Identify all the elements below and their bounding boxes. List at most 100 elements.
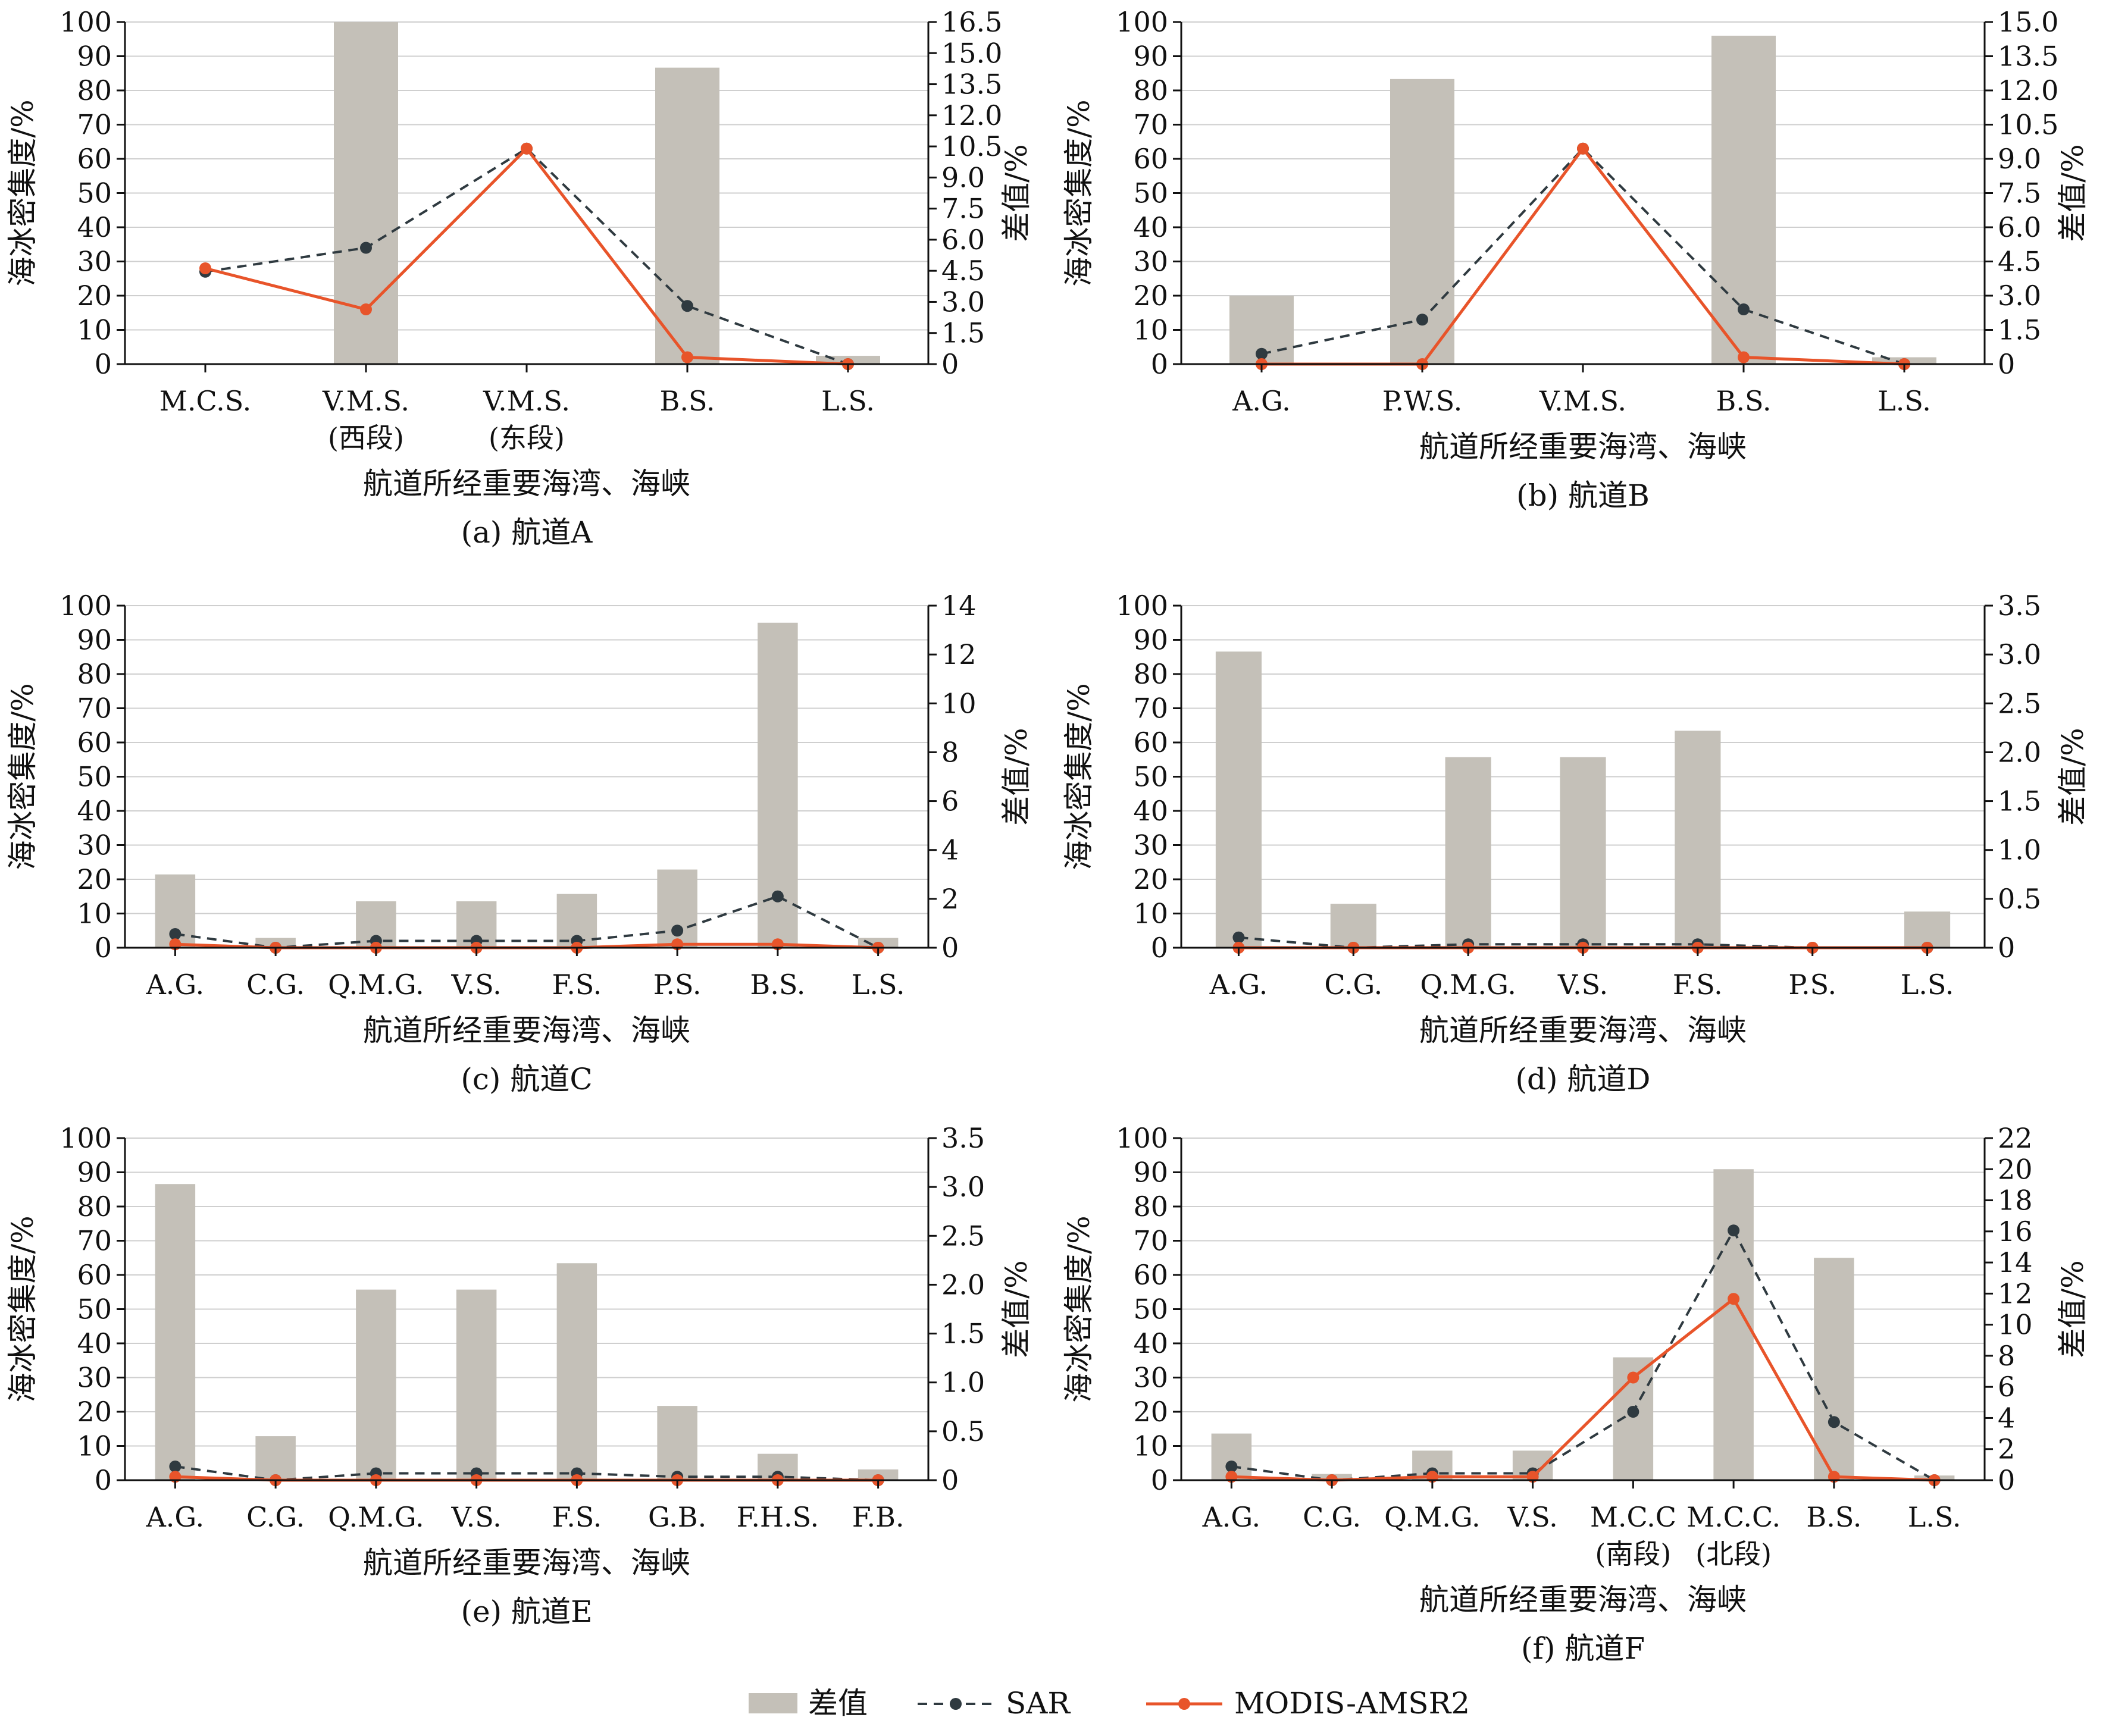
bar-diff-6: [657, 1406, 697, 1480]
y2-tick-label: 1.5: [1998, 314, 2041, 346]
y-axis-title: 海冰密集度/%: [1062, 1215, 1096, 1402]
y2-tick-label: 1.5: [1998, 785, 2041, 817]
panel-caption: (f) 航道F: [1521, 1631, 1645, 1666]
y-tick-label: 60: [77, 1259, 112, 1291]
y2-tick-label: 0: [941, 932, 959, 964]
x-tick-label: B.S.: [750, 969, 805, 1001]
y2-tick-label: 3.0: [941, 1171, 985, 1203]
y2-tick-label: 9.0: [1998, 143, 2041, 175]
y-tick-label: 10: [77, 314, 112, 346]
legend-label-sar: SAR: [1006, 1686, 1071, 1721]
series-line-sar: [1261, 146, 1905, 365]
x-tick-label: V.S.: [450, 1501, 501, 1533]
point-sar-2: [360, 242, 372, 254]
y-tick-label: 60: [1133, 143, 1168, 175]
point-sar-1: [1225, 1461, 1238, 1472]
y-tick-label: 0: [1151, 932, 1168, 964]
point-modis-4: [681, 351, 693, 364]
x-tick-label: B.S.: [1806, 1501, 1861, 1533]
y-tick-label: 50: [1133, 761, 1168, 793]
x-tick-label: M.C.S.: [159, 385, 251, 417]
y2-tick-label: 20: [1998, 1153, 2033, 1185]
y2-tick-label: 1.0: [1998, 834, 2041, 866]
y-tick-label: 10: [1133, 898, 1168, 930]
y-tick-label: 10: [1133, 1430, 1168, 1462]
x-tick-label: V.S.: [1557, 969, 1608, 1001]
y-tick-label: 100: [60, 6, 112, 38]
legend-marker-sar: [950, 1698, 962, 1710]
point-modis-5: [1627, 1371, 1639, 1384]
bar-diff-5: [556, 1263, 597, 1480]
x-tick-label: L.S.: [1908, 1501, 1961, 1533]
y2-tick-label: 14: [941, 590, 977, 622]
y-tick-label: 20: [77, 280, 112, 312]
y2-tick-label: 15.0: [941, 37, 1002, 69]
y2-tick-label: 10.5: [1998, 109, 2058, 141]
x-tick-label: F.H.S.: [737, 1501, 819, 1533]
y2-axis-title: 差值/%: [999, 144, 1034, 242]
y2-tick-label: 0: [941, 348, 959, 380]
x-tick-label: A.G.: [1209, 969, 1268, 1001]
x-tick-label: C.G.: [1324, 969, 1382, 1001]
x-axis-title: 航道所经重要海湾、海峡: [363, 1013, 690, 1048]
bar-diff-3: [356, 1289, 396, 1480]
panel-caption: (e) 航道E: [461, 1594, 593, 1629]
x-axis-title: 航道所经重要海湾、海峡: [363, 1546, 690, 1580]
y-tick-label: 40: [77, 211, 112, 243]
y-tick-label: 30: [77, 1362, 112, 1394]
x-axis-title: 航道所经重要海湾、海峡: [1419, 1013, 1747, 1048]
x-tick-label: P.S.: [653, 969, 702, 1001]
x-tick-label: F.S.: [552, 969, 602, 1001]
y2-tick-label: 3.0: [1998, 280, 2041, 312]
y-tick-label: 40: [77, 1327, 112, 1359]
chart-panel-f: 0102030405060708090100024681012141618202…: [1062, 1122, 2090, 1666]
panel-caption: (a) 航道A: [461, 515, 593, 550]
x-tick-label: A.G.: [146, 969, 205, 1001]
legend-label-diff: 差值: [808, 1686, 868, 1721]
y2-tick-label: 7.5: [1998, 177, 2041, 209]
x-tick-label: P.S.: [1788, 969, 1836, 1001]
y2-axis-title: 差值/%: [2055, 1260, 2090, 1358]
y-tick-label: 0: [95, 932, 112, 964]
y2-tick-label: 1.0: [941, 1367, 985, 1399]
y-tick-label: 80: [1133, 658, 1168, 690]
panel-caption: (b) 航道B: [1516, 478, 1650, 513]
y-tick-label: 80: [77, 1190, 112, 1223]
legend: 差值 SAR MODIS-AMSR2: [749, 1686, 1470, 1721]
y2-tick-label: 4: [1998, 1402, 2015, 1434]
y2-axis-title: 差值/%: [999, 1260, 1034, 1358]
y2-tick-label: 3.5: [941, 1122, 985, 1154]
y2-axis-title: 差值/%: [999, 728, 1034, 825]
y-tick-label: 100: [60, 1122, 112, 1154]
y-tick-label: 90: [1133, 1157, 1168, 1189]
y2-tick-label: 16.5: [941, 6, 1002, 38]
x-tick-label: C.G.: [1303, 1501, 1361, 1533]
y-tick-label: 30: [1133, 1362, 1168, 1394]
y2-tick-label: 6.0: [941, 224, 985, 256]
y-tick-label: 40: [77, 795, 112, 827]
y2-tick-label: 10: [941, 687, 977, 719]
chart-panel-a: 010203040506070809010001.53.04.56.07.59.…: [5, 6, 1034, 550]
point-sar-7: [1828, 1416, 1840, 1428]
y2-tick-label: 12: [941, 638, 977, 670]
point-sar-1: [1232, 931, 1245, 944]
y2-tick-label: 9.0: [941, 161, 985, 193]
y2-tick-label: 15.0: [1998, 6, 2058, 38]
y2-tick-label: 7.5: [941, 193, 985, 225]
y2-tick-label: 2: [1998, 1433, 2015, 1465]
x-tick-label: F.B.: [852, 1501, 905, 1533]
y2-tick-label: 3.0: [941, 286, 985, 318]
y2-tick-label: 13.5: [1998, 40, 2058, 73]
bar-diff-4: [1560, 757, 1606, 948]
y-tick-label: 70: [1133, 692, 1168, 725]
y2-tick-label: 3.5: [1998, 590, 2041, 622]
y-tick-label: 90: [77, 40, 112, 73]
bar-diff-1: [1215, 651, 1262, 948]
legend-marker-modis: [1178, 1698, 1190, 1710]
chart-panel-e: 010203040506070809010000.51.01.52.02.53.…: [5, 1122, 1034, 1629]
y-tick-label: 30: [1133, 829, 1168, 861]
y2-tick-label: 2.0: [941, 1268, 985, 1301]
legend-swatch-diff: [749, 1693, 797, 1713]
y-axis-title: 海冰密集度/%: [5, 99, 40, 286]
y2-tick-label: 8: [1998, 1340, 2015, 1372]
